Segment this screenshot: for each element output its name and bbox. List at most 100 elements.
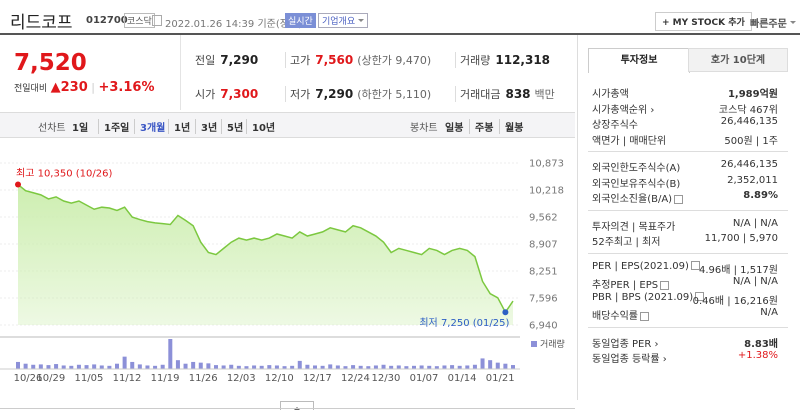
info-value: N/A [760,307,778,318]
volume-label: 거래량 [540,338,565,350]
period-tab[interactable]: 5년 [221,119,243,134]
volume-bar [23,363,28,369]
change: 230 [60,80,88,95]
market-badge: 코스닥 [124,13,155,28]
info-row: 외국인소진율(B/A) 8.89% [592,190,778,205]
volume-bar [450,365,455,369]
info-row: 추정PER | EPS N/A | N/A [592,276,778,291]
y-tick-label: 10,873 [529,159,564,170]
info-row: 외국인한도주식수(A) 26,446,135 [592,159,778,174]
summary-label: 저가 [290,88,311,101]
datetime: 2022.01.26 14:39 [165,19,255,30]
volume-bar [54,364,59,369]
volume-bar [457,365,462,369]
period-tab[interactable]: 1년 [168,119,190,134]
info-label: 52주최고 | 최저 [592,237,661,248]
candle-tab[interactable]: 주봉 [469,119,493,134]
info-row: 외국인보유주식수(B) 2,352,011 [592,175,778,190]
quick-order-button[interactable]: 빠른주문 [750,15,796,30]
info-row: 배당수익률 N/A [592,307,778,322]
help-icon [695,292,705,301]
info-value: N/A | N/A [732,276,778,287]
info-label: 외국인한도주식수(A) [592,163,681,174]
change-arrow: ▲ [50,80,61,95]
summary-label: 거래량 [460,54,491,67]
divider [180,35,181,110]
volume-bar [274,365,279,369]
summary-value: 7,300 [220,87,259,101]
group-divider [588,209,788,211]
info-label: 투자의견 | 목표주가 [592,221,676,233]
candle-tab[interactable]: 월봉 [499,119,523,134]
volume-bar [183,363,188,369]
price-chart: 6,940 7,596 8,251 8,907 9,562 10,218 10,873 최고 … [0,159,565,384]
info-label: 동일업종 PER › [592,338,659,350]
help-icon [674,194,684,204]
period-tab[interactable]: 1일 [72,123,89,134]
info-label: 시가총액순위 › [592,104,655,116]
y-tick-label: 9,562 [529,213,558,224]
info-tab[interactable]: 투자정보 [588,48,690,73]
period-tab[interactable]: 3개월 [134,119,165,134]
volume-bar [328,364,333,369]
group-divider [588,252,788,254]
info-value: 코스닥 467위 [718,104,778,116]
info-label: 외국인소진율(B/A) [592,194,673,205]
change-label: 전일대비 [14,84,48,94]
info-label: 상장주식수 [592,120,638,131]
summary-value: 7,290 [220,53,259,67]
candle-tab[interactable]: 일봉 [445,123,464,134]
period-tab[interactable]: 10년 [246,119,275,134]
volume-bar [419,365,424,369]
info-row: 상장주식수 26,446,135 [592,116,778,131]
help-icon [660,280,670,290]
summary-cell: 시가 7,300 [195,86,258,102]
volume-bar [175,360,180,369]
period-tab[interactable]: 1주일 [98,119,129,134]
info-label: 액면가 | 매매단위 [592,135,667,147]
group-divider [588,151,788,152]
stock-code: 012700 [86,15,128,26]
period-tab[interactable]: 3년 [195,119,217,134]
volume-bar [472,364,477,369]
stock-name: 리드코프 [10,13,73,33]
line-chart-label: 선차트 [38,123,66,134]
low-marker [502,309,509,316]
info-value: N/A | N/A [732,217,778,229]
x-tick-label: 12/10 [265,373,294,384]
high-label: 최고 10,350 (10/26) [16,168,112,180]
volume-bar [92,364,97,369]
summary-label: 고가 [290,54,311,67]
y-tick-label: 6,940 [529,321,558,332]
info-value: 500원 | 1주 [724,135,778,147]
x-tick-label: 11/12 [113,373,142,384]
summary-value: 7,290 [315,87,354,101]
my-stock-button[interactable]: + MY STOCK 추가 [655,12,752,31]
info-value: 2,352,011 [727,174,778,186]
volume-bar [259,365,264,369]
info-value: 26,446,135 [720,159,778,170]
candle-chart-label: 봉차트 [410,123,438,134]
volume-bar [503,363,508,369]
x-tick-label: 11/19 [151,373,180,384]
volume-bar [290,365,295,369]
calendar-icon [152,15,162,26]
volume-bar [412,365,416,369]
volume-bar [488,360,493,369]
volume-bar [137,364,142,369]
volume-bar [305,364,310,369]
volume-bar [69,365,74,369]
volume-bar [115,363,119,369]
volume-bar [221,365,226,369]
volume-bar [76,364,81,369]
info-tab[interactable]: 호가 10단계 [688,48,788,72]
info-value: 1,989억원 [727,89,778,100]
volume-bar [61,365,66,369]
realtime-badge[interactable]: 실시간 [285,13,316,28]
y-tick-label: 10,218 [529,185,564,196]
company-button[interactable]: 기업개요 [318,13,369,28]
info-value: 8.83배 [744,338,778,350]
volume-bar [130,361,135,369]
volume-bar [122,356,127,369]
x-tick-label: 12/03 [227,373,256,384]
